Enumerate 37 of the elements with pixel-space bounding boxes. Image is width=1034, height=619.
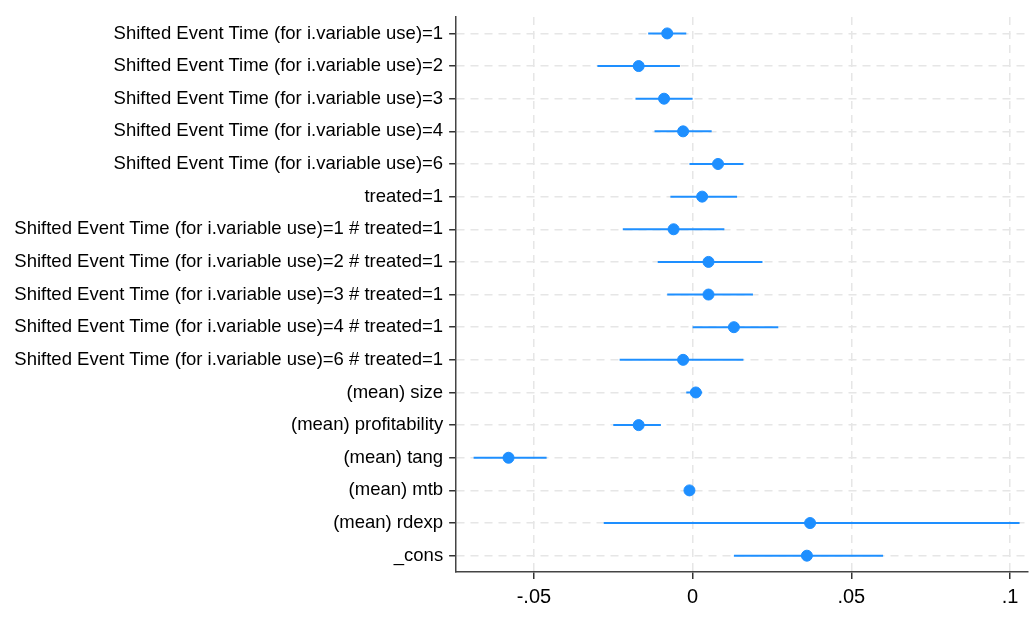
y-tick-label: Shifted Event Time (for i.variable use)=6 # treated=1: [14, 347, 444, 369]
point: [712, 157, 725, 170]
y-tick-label: Shifted Event Time (for i.variable use)=6: [113, 152, 444, 174]
y-tick-label: _cons: [392, 543, 444, 566]
y-tick-label: Shifted Event Time (for i.variable use)=4: [113, 119, 444, 141]
y-tick-label: Shifted Event Time (for i.variable use)=2 # treated=1: [14, 250, 444, 271]
point: [661, 27, 674, 40]
point: [677, 125, 690, 138]
point: [727, 321, 740, 334]
point: [658, 92, 671, 105]
y-tick-label: Shifted Event Time (for i.variable use)=3 # treated=1: [14, 282, 444, 304]
point: [702, 288, 715, 301]
point: [632, 419, 645, 432]
point: [800, 549, 813, 562]
y-tick-label: Shifted Event Time (for i.variable use)=3: [113, 86, 444, 108]
y-tick-label: (mean) profitability: [290, 413, 444, 435]
y-tick-label: Shifted Event Time (for i.variable use)=2: [113, 54, 444, 76]
y-tick-label: Shifted Event Time (for i.variable use)=1: [113, 21, 444, 43]
x-tick-label: 0: [687, 584, 699, 607]
point: [667, 223, 680, 236]
x-tick-label: .05: [837, 584, 866, 607]
y-tick-label: (mean) size: [346, 380, 444, 402]
y-tick-label: treated=1: [364, 184, 444, 206]
point: [502, 451, 515, 464]
y-tick-label: Shifted Event Time (for i.variable use)=4 # treated=1: [14, 315, 444, 337]
point: [632, 60, 645, 73]
y-tick-label: (mean) rdexp: [333, 511, 444, 533]
point: [804, 517, 817, 530]
point: [683, 484, 696, 497]
point: [696, 190, 709, 203]
x-tick-label: .1: [1001, 584, 1019, 607]
y-tick-label: (mean) mtb: [348, 478, 444, 500]
x-tick-label: -.05: [516, 584, 552, 607]
y-tick-label: Shifted Event Time (for i.variable use)=1 # treated=1: [14, 217, 444, 239]
y-tick-label: (mean) tang: [343, 445, 444, 467]
point: [677, 353, 690, 366]
point: [702, 255, 715, 268]
